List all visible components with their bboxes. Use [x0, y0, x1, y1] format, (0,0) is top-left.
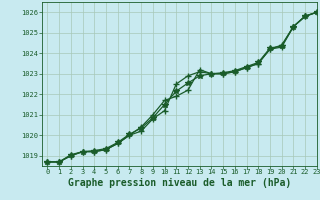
- X-axis label: Graphe pression niveau de la mer (hPa): Graphe pression niveau de la mer (hPa): [68, 178, 291, 188]
